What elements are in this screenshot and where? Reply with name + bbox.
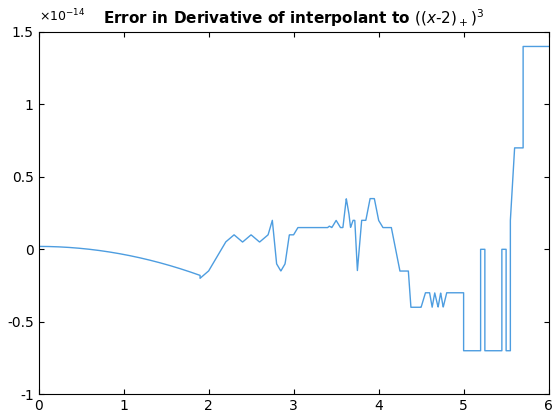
Title: Error in Derivative of interpolant to $((x\text{-}2)_+)^3$: Error in Derivative of interpolant to $(… <box>103 7 484 29</box>
Text: $\times10^{-14}$: $\times10^{-14}$ <box>39 8 85 25</box>
